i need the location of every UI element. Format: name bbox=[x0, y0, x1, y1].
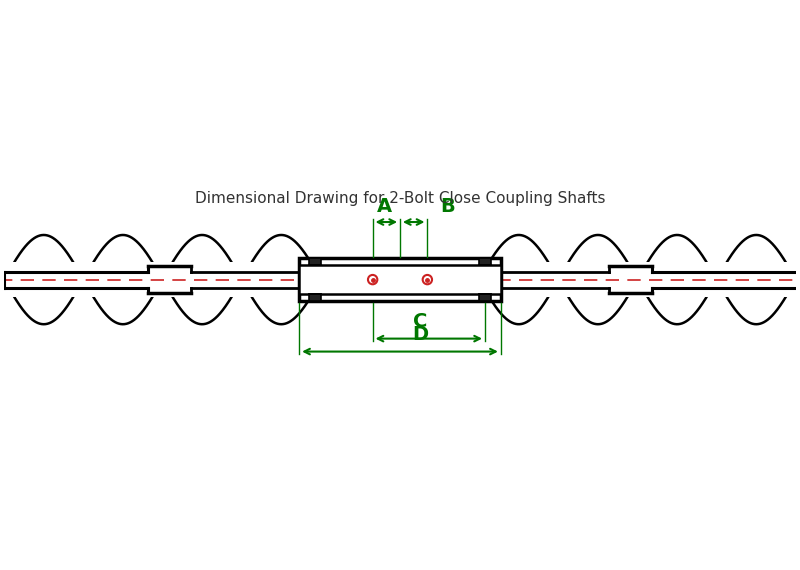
Polygon shape bbox=[310, 294, 321, 301]
Text: Dimensional Drawing for 2-Bolt Close Coupling Shafts: Dimensional Drawing for 2-Bolt Close Cou… bbox=[194, 191, 606, 206]
Text: A: A bbox=[377, 197, 392, 216]
Polygon shape bbox=[479, 258, 490, 265]
Polygon shape bbox=[609, 272, 796, 287]
Polygon shape bbox=[4, 272, 191, 287]
Polygon shape bbox=[652, 266, 796, 294]
Polygon shape bbox=[0, 262, 800, 297]
Polygon shape bbox=[609, 266, 652, 294]
Polygon shape bbox=[479, 294, 490, 301]
Text: D: D bbox=[412, 325, 428, 344]
Polygon shape bbox=[148, 266, 191, 294]
Polygon shape bbox=[310, 258, 321, 265]
Text: B: B bbox=[440, 197, 455, 216]
Polygon shape bbox=[299, 265, 501, 294]
Polygon shape bbox=[4, 266, 148, 294]
Polygon shape bbox=[299, 258, 501, 301]
Text: C: C bbox=[413, 312, 427, 331]
